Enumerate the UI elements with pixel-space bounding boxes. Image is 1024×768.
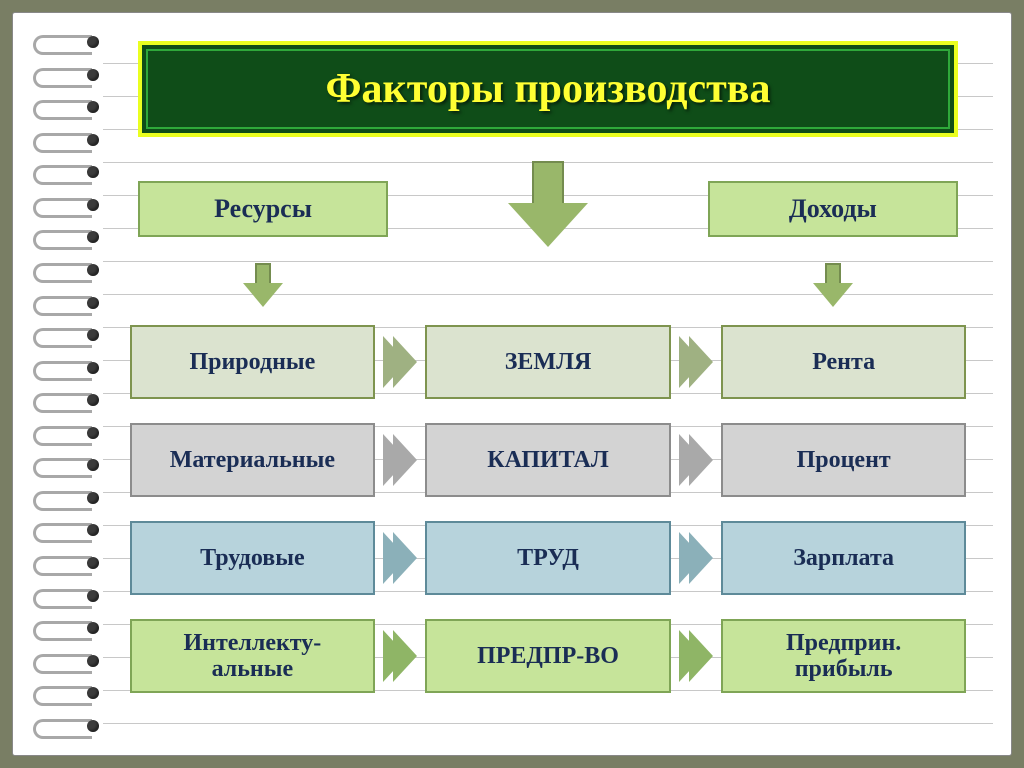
spiral-ring: [33, 619, 93, 637]
chevron-right-icon: [679, 630, 713, 682]
chevron-right-icon: [383, 336, 417, 388]
spiral-binding: [33, 33, 93, 735]
spiral-ring: [33, 587, 93, 605]
factor-row: Природные ЗЕМЛЯ Рента: [130, 325, 967, 399]
spiral-ring: [33, 717, 93, 735]
spiral-ring: [33, 391, 93, 409]
resource-cell: Трудовые: [130, 521, 376, 595]
chevron-right-icon: [679, 532, 713, 584]
header-income: Доходы: [708, 181, 958, 237]
page-title: Факторы производства: [152, 65, 944, 113]
factor-cell: КАПИТАЛ: [425, 423, 671, 497]
resource-cell: Природные: [130, 325, 376, 399]
chevron-right-icon: [679, 434, 713, 486]
spiral-ring: [33, 489, 93, 507]
spiral-ring: [33, 652, 93, 670]
factor-cell: ТРУД: [425, 521, 671, 595]
chevron-right-icon: [679, 336, 713, 388]
small-down-arrow-icon: [243, 263, 283, 311]
rows-container: Природные ЗЕМЛЯ Рента Материальные КАПИТАЛ Пр…: [130, 325, 967, 693]
paper-area: Факторы производства Ресурсы Доходы: [103, 31, 993, 737]
spiral-ring: [33, 424, 93, 442]
header-row: Ресурсы Доходы: [138, 161, 958, 257]
resource-cell: Интеллекту-альные: [130, 619, 376, 693]
income-cell: Зарплата: [721, 521, 967, 595]
spiral-ring: [33, 163, 93, 181]
spiral-ring: [33, 196, 93, 214]
spiral-ring: [33, 98, 93, 116]
resource-cell: Материальные: [130, 423, 376, 497]
factor-row: Трудовые ТРУД Зарплата: [130, 521, 967, 595]
small-down-arrow-icon: [813, 263, 853, 311]
income-cell: Рента: [721, 325, 967, 399]
spiral-ring: [33, 554, 93, 572]
factor-row: Материальные КАПИТАЛ Процент: [130, 423, 967, 497]
chevron-right-icon: [383, 630, 417, 682]
chevron-right-icon: [383, 434, 417, 486]
spiral-ring: [33, 261, 93, 279]
small-arrows-row: [138, 263, 958, 311]
spiral-ring: [33, 33, 93, 51]
factor-cell: ПРЕДПР-ВО: [425, 619, 671, 693]
arrow-head: [508, 203, 588, 247]
spiral-ring: [33, 66, 93, 84]
notebook-page: Факторы производства Ресурсы Доходы: [12, 12, 1012, 756]
factor-cell: ЗЕМЛЯ: [425, 325, 671, 399]
spiral-ring: [33, 326, 93, 344]
income-cell: Предприн.прибыль: [721, 619, 967, 693]
spiral-ring: [33, 456, 93, 474]
chevron-right-icon: [383, 532, 417, 584]
spiral-ring: [33, 359, 93, 377]
arrow-stem: [532, 161, 564, 205]
header-resources: Ресурсы: [138, 181, 388, 237]
factor-row: Интеллекту-альные ПРЕДПР-ВО Предприн.прибы…: [130, 619, 967, 693]
spiral-ring: [33, 228, 93, 246]
spiral-ring: [33, 294, 93, 312]
title-banner: Факторы производства: [138, 41, 958, 137]
spiral-ring: [33, 131, 93, 149]
income-cell: Процент: [721, 423, 967, 497]
spiral-ring: [33, 684, 93, 702]
spiral-ring: [33, 521, 93, 539]
big-down-arrow-icon: [508, 161, 588, 257]
